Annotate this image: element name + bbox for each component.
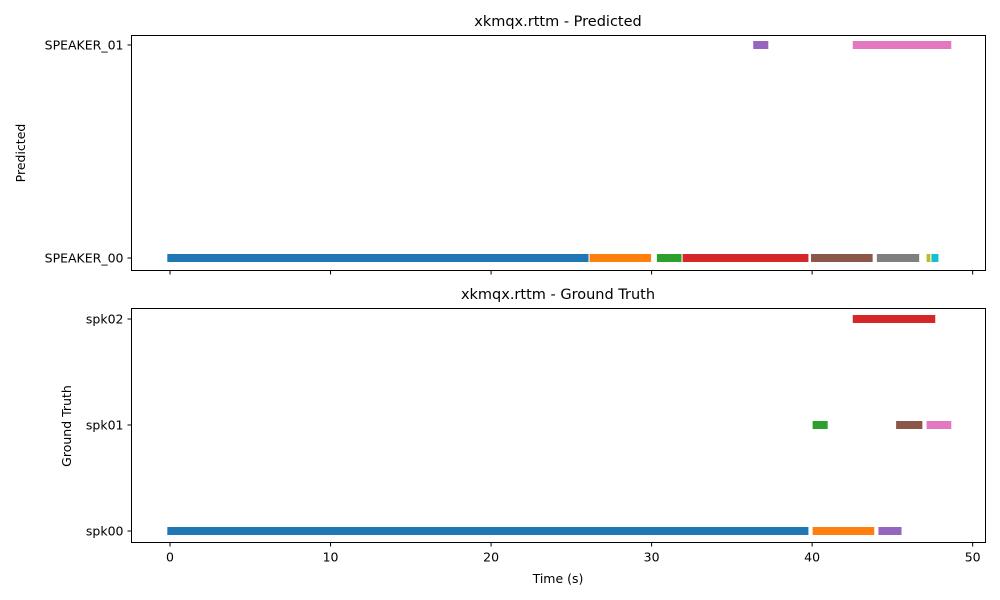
x-axis-label: Time (s) [532,571,584,586]
predicted-segment-speaker_00 [875,253,921,263]
ground-truth-segment-spk01 [895,420,924,430]
ground-truth-segment-spk00 [877,526,903,536]
ground-truth-xtick-label: 10 [323,550,339,565]
predicted-segment-speaker_01 [851,40,953,50]
ground-truth-plot-area: spk00 spk01 spk02 0 10 20 30 40 50 [86,312,981,565]
ground-truth-ytick-label: spk01 [86,418,124,433]
predicted-segment-speaker_01 [752,40,770,50]
ground-truth-ylabel: Ground Truth [59,385,74,467]
predicted-panel: xkmqx.rttm - Predicted Predicted SPEAKER… [13,14,986,275]
predicted-segment-speaker_00 [681,253,810,263]
ground-truth-title: xkmqx.rttm - Ground Truth [461,287,655,303]
ground-truth-segment-spk01 [925,420,953,430]
ground-truth-xtick-label: 30 [644,550,660,565]
predicted-ylabel: Predicted [13,124,28,183]
ground-truth-ytick-label: spk00 [86,524,124,539]
predicted-ytick-label: SPEAKER_00 [45,251,124,266]
ground-truth-segment-spk01 [811,420,829,430]
ground-truth-xtick-label: 0 [166,550,174,565]
ground-truth-segment-spk00 [811,526,876,536]
predicted-title: xkmqx.rttm - Predicted [474,14,641,30]
predicted-segment-speaker_00 [925,253,932,263]
ground-truth-panel: xkmqx.rttm - Ground Truth Ground Truth T… [59,287,986,586]
ground-truth-segment-spk00 [166,526,810,536]
ground-truth-axes-frame [131,308,986,543]
predicted-segment-speaker_00 [655,253,683,263]
ground-truth-xtick-label: 20 [483,550,499,565]
predicted-segment-speaker_00 [930,253,940,263]
ground-truth-xtick-label: 50 [965,550,981,565]
ground-truth-segment-spk02 [851,314,937,324]
predicted-segment-speaker_00 [588,253,653,263]
predicted-segment-speaker_00 [810,253,874,263]
predicted-axes-frame [131,35,986,271]
predicted-ytick-label: SPEAKER_01 [45,38,124,53]
predicted-plot-area: SPEAKER_00 SPEAKER_01 [45,38,974,275]
predicted-segment-speaker_00 [166,253,590,263]
ground-truth-xtick-label: 40 [804,550,820,565]
ground-truth-ytick-label: spk02 [86,312,124,327]
